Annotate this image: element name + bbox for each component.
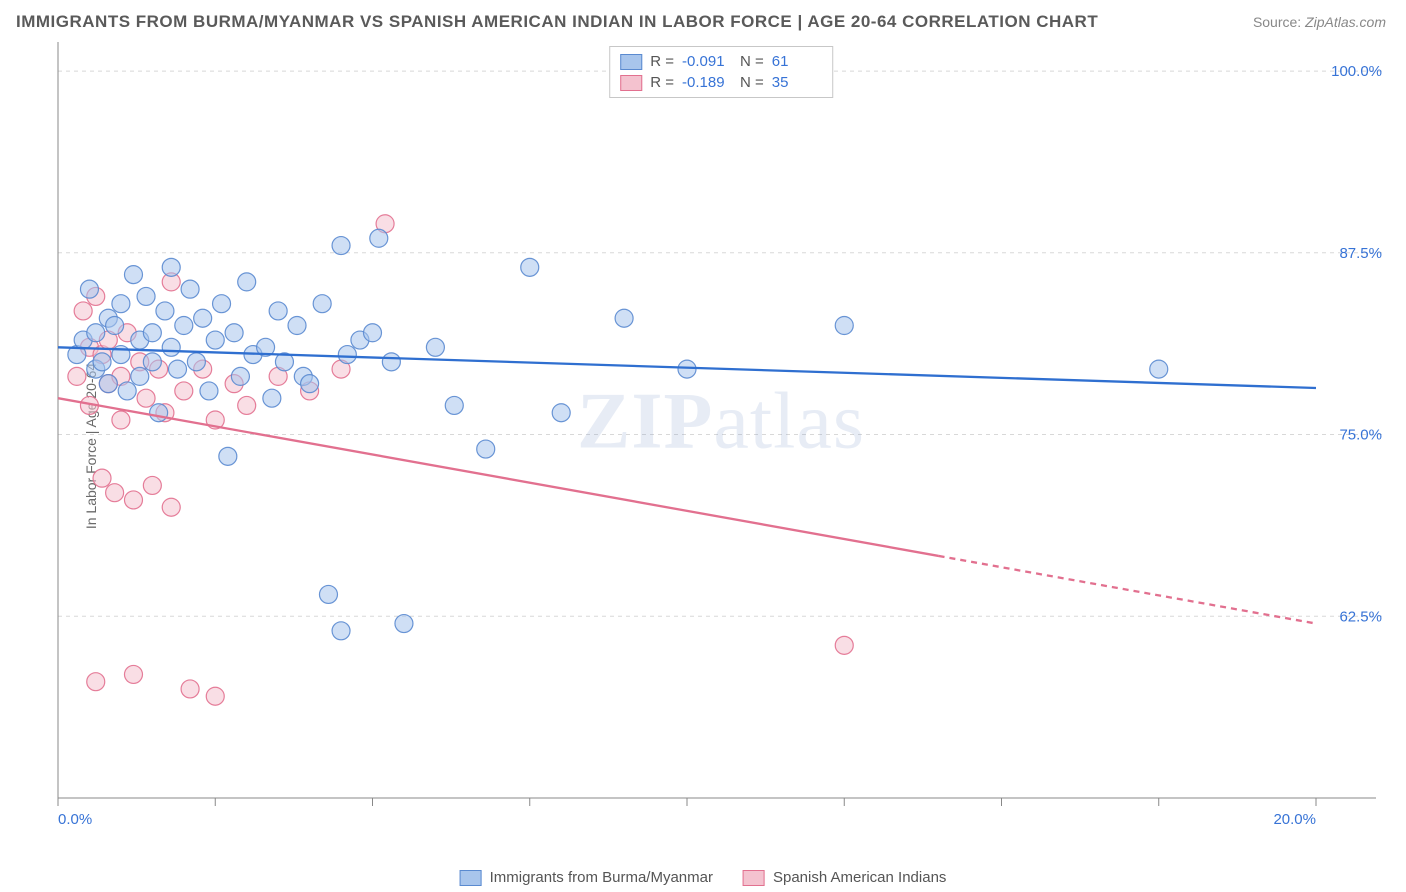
series-legend: Immigrants from Burma/Myanmar Spanish Am… [460,869,947,886]
swatch-series2 [620,75,642,91]
r-label-1: R = [650,53,674,70]
svg-text:87.5%: 87.5% [1339,245,1382,262]
n-label-1: N = [740,53,764,70]
swatch-bottom-2 [743,870,765,886]
legend-item-series2: Spanish American Indians [743,869,946,886]
legend-item-series1: Immigrants from Burma/Myanmar [460,869,713,886]
source-label: Source: [1253,14,1301,30]
legend-row-series2: R = -0.189 N = 35 [620,72,822,93]
source-attribution: Source: ZipAtlas.com [1253,14,1386,30]
svg-text:75.0%: 75.0% [1339,427,1382,444]
scatter-chart-svg: 62.5% 75.0% 87.5% 100.0% 0.0% 20.0% [56,42,1386,834]
swatch-series1 [620,54,642,70]
legend-label-2: Spanish American Indians [773,869,946,886]
chart-area: 62.5%75.0%87.5%100.0%0.0%20.0% ZIPatlas … [56,42,1386,834]
n-value-2: 35 [772,74,822,91]
n-value-1: 61 [772,53,822,70]
r-value-2: -0.189 [682,74,732,91]
legend-label-1: Immigrants from Burma/Myanmar [490,869,713,886]
svg-text:62.5%: 62.5% [1339,608,1382,625]
r-label-2: R = [650,74,674,91]
swatch-bottom-1 [460,870,482,886]
r-value-1: -0.091 [682,53,732,70]
legend-row-series1: R = -0.091 N = 61 [620,51,822,72]
chart-title: IMMIGRANTS FROM BURMA/MYANMAR VS SPANISH… [16,12,1098,32]
source-value: ZipAtlas.com [1305,14,1386,30]
svg-text:0.0%: 0.0% [58,811,92,828]
svg-text:20.0%: 20.0% [1273,811,1316,828]
svg-text:100.0%: 100.0% [1331,63,1382,80]
correlation-legend: R = -0.091 N = 61 R = -0.189 N = 35 [609,46,833,98]
n-label-2: N = [740,74,764,91]
